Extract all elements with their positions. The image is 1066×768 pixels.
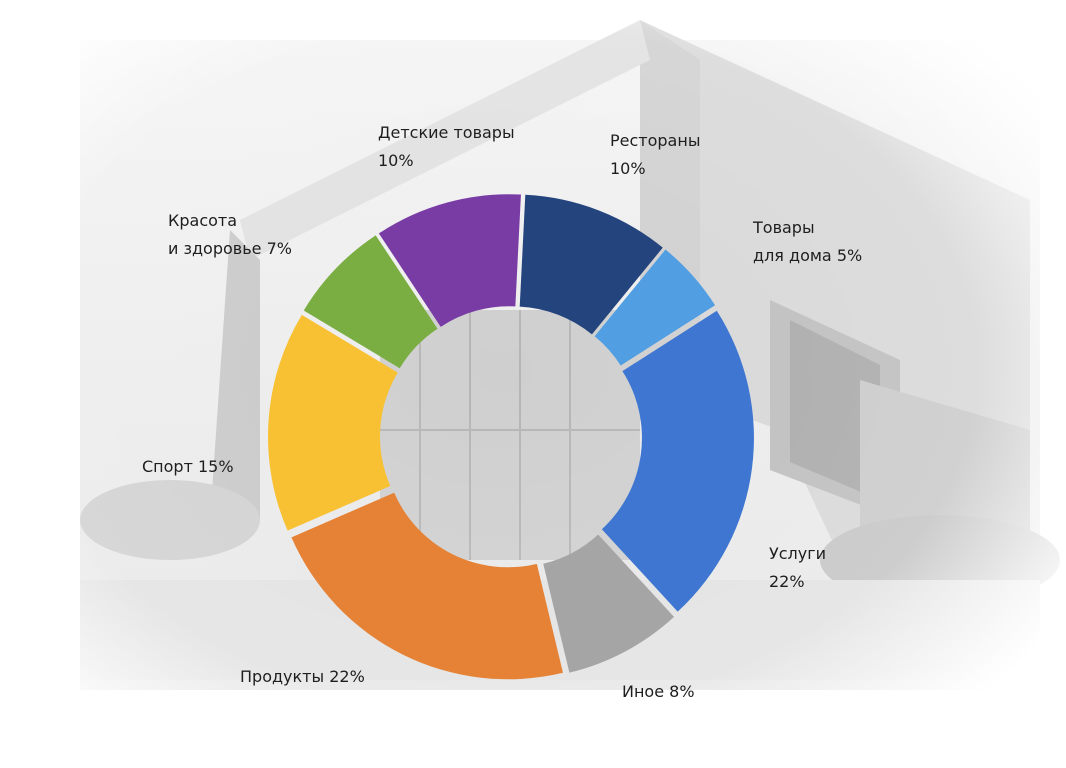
label-services-name: Услуги <box>769 544 827 563</box>
slice-рестораны <box>519 194 663 335</box>
slice-красота-и-здоровье <box>303 235 438 369</box>
label-services-value: 22% <box>769 572 805 591</box>
label-other-text: Иное 8% <box>622 682 695 701</box>
label-beauty: Красота и здоровье 7% <box>168 207 292 263</box>
label-home-goods-name: Товары <box>753 218 815 237</box>
label-home-goods: Товары для дома 5% <box>753 214 862 270</box>
slice-услуги <box>601 310 754 612</box>
slice-иное <box>543 534 675 673</box>
label-kids: Детские товары 10% <box>378 119 515 175</box>
label-restaurants-value: 10% <box>610 159 646 178</box>
label-kids-name: Детские товары <box>378 123 515 142</box>
slice-спорт <box>268 314 398 531</box>
label-beauty-value: и здоровье 7% <box>168 239 292 258</box>
label-home-goods-value: для дома 5% <box>753 246 863 265</box>
label-groceries-text: Продукты 22% <box>240 667 365 686</box>
label-restaurants-name: Рестораны <box>610 131 701 150</box>
label-sport: Спорт 15% <box>142 453 234 481</box>
label-other: Иное 8% <box>622 678 695 706</box>
slice-детские-товары <box>378 194 521 327</box>
label-kids-value: 10% <box>378 151 414 170</box>
slice-продукты <box>291 492 563 680</box>
donut-slices <box>268 194 754 680</box>
label-restaurants: Рестораны 10% <box>610 127 700 183</box>
label-groceries: Продукты 22% <box>240 663 365 691</box>
label-services: Услуги 22% <box>769 540 826 596</box>
label-sport-text: Спорт 15% <box>142 457 234 476</box>
label-beauty-name: Красота <box>168 211 238 230</box>
slice-товары-для-дома <box>594 249 716 366</box>
